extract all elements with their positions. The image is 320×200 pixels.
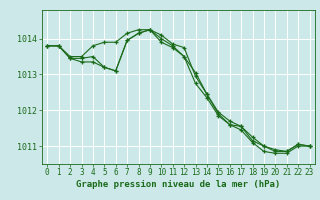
X-axis label: Graphe pression niveau de la mer (hPa): Graphe pression niveau de la mer (hPa): [76, 180, 281, 189]
